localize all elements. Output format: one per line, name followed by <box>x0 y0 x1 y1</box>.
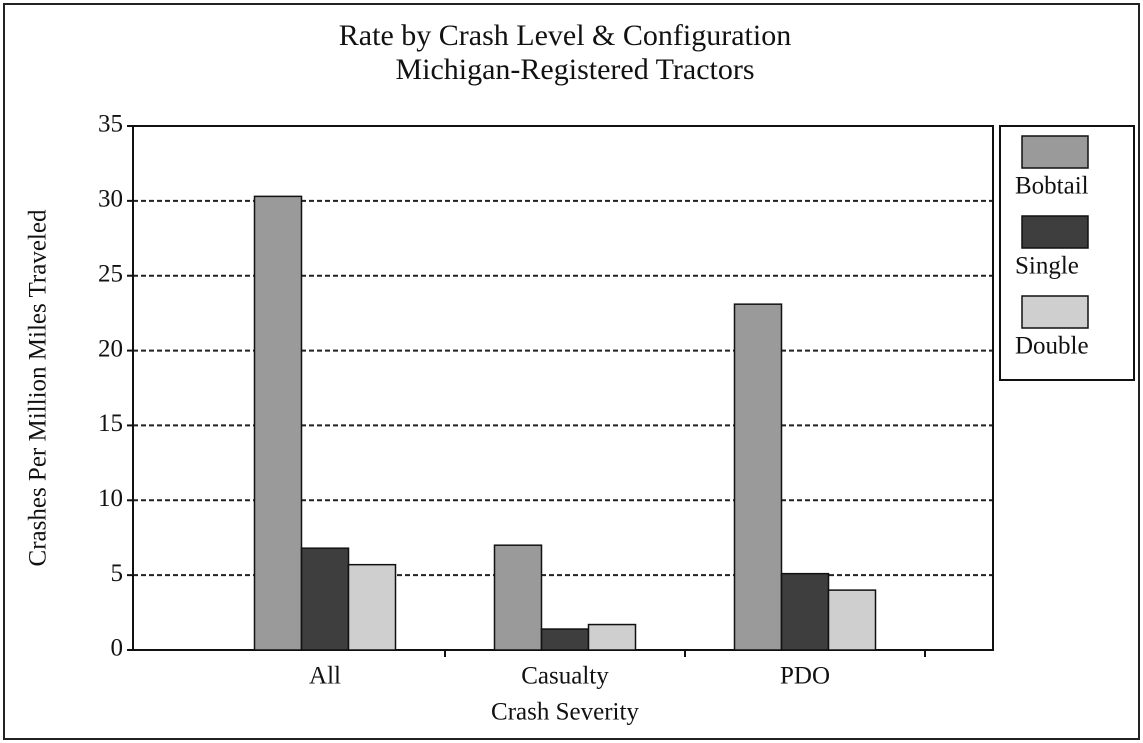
y-tick-label: 30 <box>98 186 123 213</box>
y-tick-label: 20 <box>98 335 123 362</box>
y-tick-label: 25 <box>98 260 123 287</box>
y-tick-label: 5 <box>111 560 124 587</box>
y-tick-label: 10 <box>98 485 123 512</box>
bar <box>347 563 397 651</box>
y-tick-label: 35 <box>98 111 123 138</box>
y-axis-label: Crashes Per Million Miles Traveled <box>25 209 52 566</box>
bar <box>733 303 783 651</box>
chart-title: Rate by Crash Level & Configuration <box>339 19 791 52</box>
bar <box>780 572 830 651</box>
legend-label: Double <box>1015 333 1089 360</box>
x-axis-label: Crash Severity <box>491 699 639 726</box>
legend-swatch <box>1021 215 1089 249</box>
bar <box>300 547 350 651</box>
y-tick-label: 0 <box>111 635 124 662</box>
chart-subtitle: Michigan-Registered Tractors <box>395 53 754 86</box>
x-tick-label: PDO <box>780 663 830 690</box>
bar <box>253 195 303 651</box>
y-tick-label: 15 <box>98 410 123 437</box>
bar <box>587 623 637 651</box>
bar <box>493 544 543 651</box>
x-tick-label: Casualty <box>521 663 609 690</box>
x-tick-label: All <box>309 663 341 690</box>
legend-label: Bobtail <box>1015 173 1089 200</box>
bar <box>540 628 590 651</box>
legend-swatch <box>1021 295 1089 329</box>
legend-swatch <box>1021 135 1089 169</box>
chart-border <box>3 3 1140 740</box>
legend-label: Single <box>1015 253 1079 280</box>
bar <box>827 589 877 651</box>
